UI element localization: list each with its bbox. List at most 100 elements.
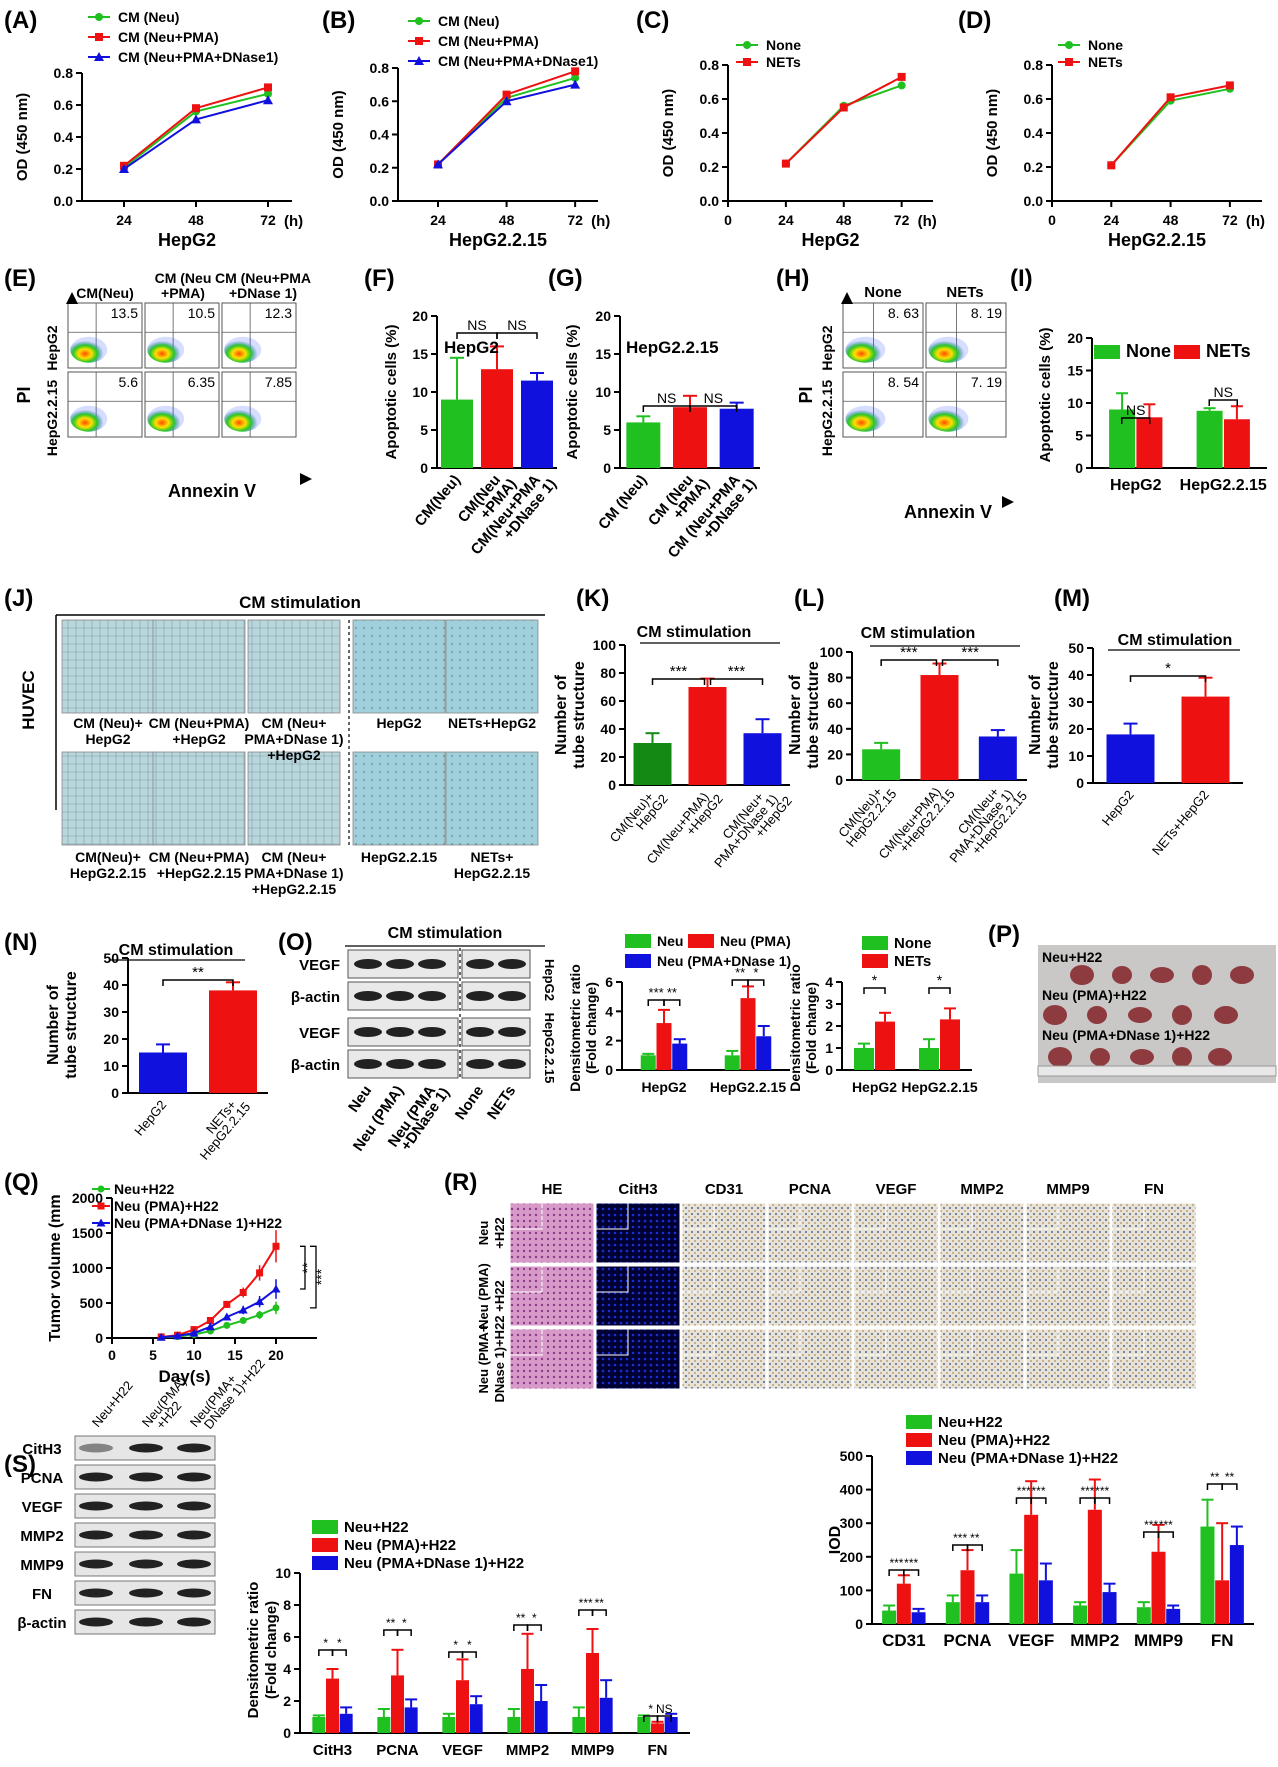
- inset: [853, 1328, 887, 1356]
- band: [129, 1443, 163, 1453]
- row-label: +H22: [492, 1217, 507, 1248]
- x-tick-label: 24: [116, 212, 132, 228]
- y-tick-label: 0: [608, 777, 616, 793]
- significance-bracket: [461, 1651, 477, 1658]
- column-label: HE: [542, 1181, 563, 1198]
- tissue-image: [595, 1202, 681, 1264]
- band: [418, 1027, 446, 1037]
- y-tick-label: 10: [1068, 748, 1084, 764]
- flow-panel: 8. 63 8. 19 8. 54 7. 19 None NETs HepG2 HepG2.2…: [796, 284, 1014, 522]
- column-label: CD31: [705, 1181, 743, 1198]
- y-axis-label: tube structure: [571, 661, 588, 769]
- bar: [209, 990, 257, 1093]
- y-tick-label: 0.0: [54, 193, 74, 209]
- column-label: None: [864, 284, 902, 301]
- bar: [756, 1036, 772, 1070]
- significance-bracket: [1208, 399, 1238, 406]
- significance-label: *: [532, 1611, 537, 1625]
- bar: [469, 1704, 483, 1733]
- quadrant-value: 7. 19: [971, 374, 1002, 390]
- image-label: HepG2: [376, 715, 421, 731]
- y-tick-label: 2000: [72, 1190, 103, 1206]
- inset: [767, 1202, 801, 1230]
- significance-label: NS: [704, 390, 723, 406]
- significance-bracket: [1094, 1497, 1111, 1504]
- legend-entry: NETs: [894, 953, 931, 970]
- axis-arrow: [66, 292, 78, 304]
- band: [354, 1059, 382, 1069]
- point: [119, 164, 129, 173]
- bar: [633, 743, 672, 785]
- x-tick-label: 15: [227, 1347, 243, 1363]
- significance-bracket: [300, 1245, 306, 1290]
- quadrant-value: 8. 19: [971, 305, 1002, 321]
- bar: [1136, 417, 1163, 468]
- significance-bracket: [578, 1609, 594, 1616]
- band: [386, 1027, 414, 1037]
- y-axis-label: (Fold change): [803, 982, 819, 1074]
- y-tick-label: 10: [275, 1565, 291, 1581]
- y-tick-label: 0.0: [370, 193, 390, 209]
- group-label: MMP9: [1134, 1631, 1183, 1650]
- tissue-image: [1025, 1265, 1111, 1327]
- category-label: HepG2: [1099, 787, 1137, 828]
- band: [79, 1588, 113, 1598]
- significance-bracket: [526, 1624, 542, 1631]
- inset: [681, 1202, 715, 1230]
- significance-label: NS: [507, 317, 526, 333]
- quadrant-value: 8. 54: [888, 374, 919, 390]
- row-label: Neu (PMA)+H22: [1042, 987, 1147, 1003]
- tumor: [1208, 1048, 1232, 1066]
- bar: [673, 407, 707, 468]
- photo-background: [1038, 945, 1276, 1083]
- bar: [1024, 1514, 1039, 1624]
- image-label: HepG2.2.15: [361, 849, 437, 865]
- bar: [672, 1043, 688, 1070]
- significance-bracket: [747, 979, 765, 986]
- y-tick-label: 5: [420, 422, 428, 438]
- tissue-image: [939, 1328, 1025, 1390]
- bar: [1009, 1573, 1024, 1624]
- group-label: FN: [1211, 1631, 1234, 1650]
- panel-label: (H): [776, 265, 809, 292]
- panel-title: CM stimulation: [239, 593, 361, 612]
- category-label: HepG2: [131, 1097, 169, 1138]
- significance-bracket: [731, 979, 749, 986]
- bar: [1136, 1607, 1151, 1624]
- y-axis-label: Apoptotic cells (%): [1037, 327, 1054, 462]
- bar: [507, 1717, 521, 1733]
- legend-swatch: [862, 936, 888, 950]
- y-tick-label: 30: [103, 1004, 119, 1020]
- significance-bracket: [331, 1649, 347, 1656]
- bar: [521, 380, 553, 468]
- y-tick-label: 2: [605, 1033, 613, 1049]
- group-label: HepG2.2.15: [1180, 477, 1267, 494]
- significance-bracket: [880, 659, 938, 666]
- point: [238, 1305, 248, 1314]
- y-tick-label: 20: [595, 308, 611, 324]
- y-axis-label: Densitometric ratio: [567, 964, 583, 1092]
- y-tick-label: 0.6: [1024, 91, 1044, 107]
- y-tick-label: 0: [111, 1085, 119, 1101]
- legend-entry: CM (Neu): [118, 9, 179, 25]
- column-label: +PMA): [161, 285, 205, 301]
- point: [571, 67, 580, 76]
- point: [897, 72, 906, 81]
- y-tick-label: 0: [855, 1616, 863, 1632]
- series-line: [785, 84, 902, 165]
- panel-label: (D): [958, 7, 991, 34]
- inset: [595, 1202, 629, 1230]
- y-tick-label: 500: [80, 1295, 104, 1311]
- significance-bracket: [656, 1715, 672, 1722]
- significance-bracket: [1121, 417, 1151, 424]
- chart-B: 0.0 0.2 0.4 0.6 0.8 24 48 72 (h) HepG2.2.15 OD (45…: [330, 13, 610, 250]
- panel-label: (N): [4, 929, 37, 956]
- x-tick-label: 0: [1048, 212, 1056, 228]
- group-label: MMP2: [1070, 1631, 1119, 1650]
- significance-label: ***: [961, 644, 979, 661]
- group-label: CitH3: [313, 1742, 352, 1759]
- point: [1225, 81, 1234, 90]
- y-tick-label: 20: [827, 746, 843, 762]
- image-label: CM (Neu+PMA): [149, 849, 250, 865]
